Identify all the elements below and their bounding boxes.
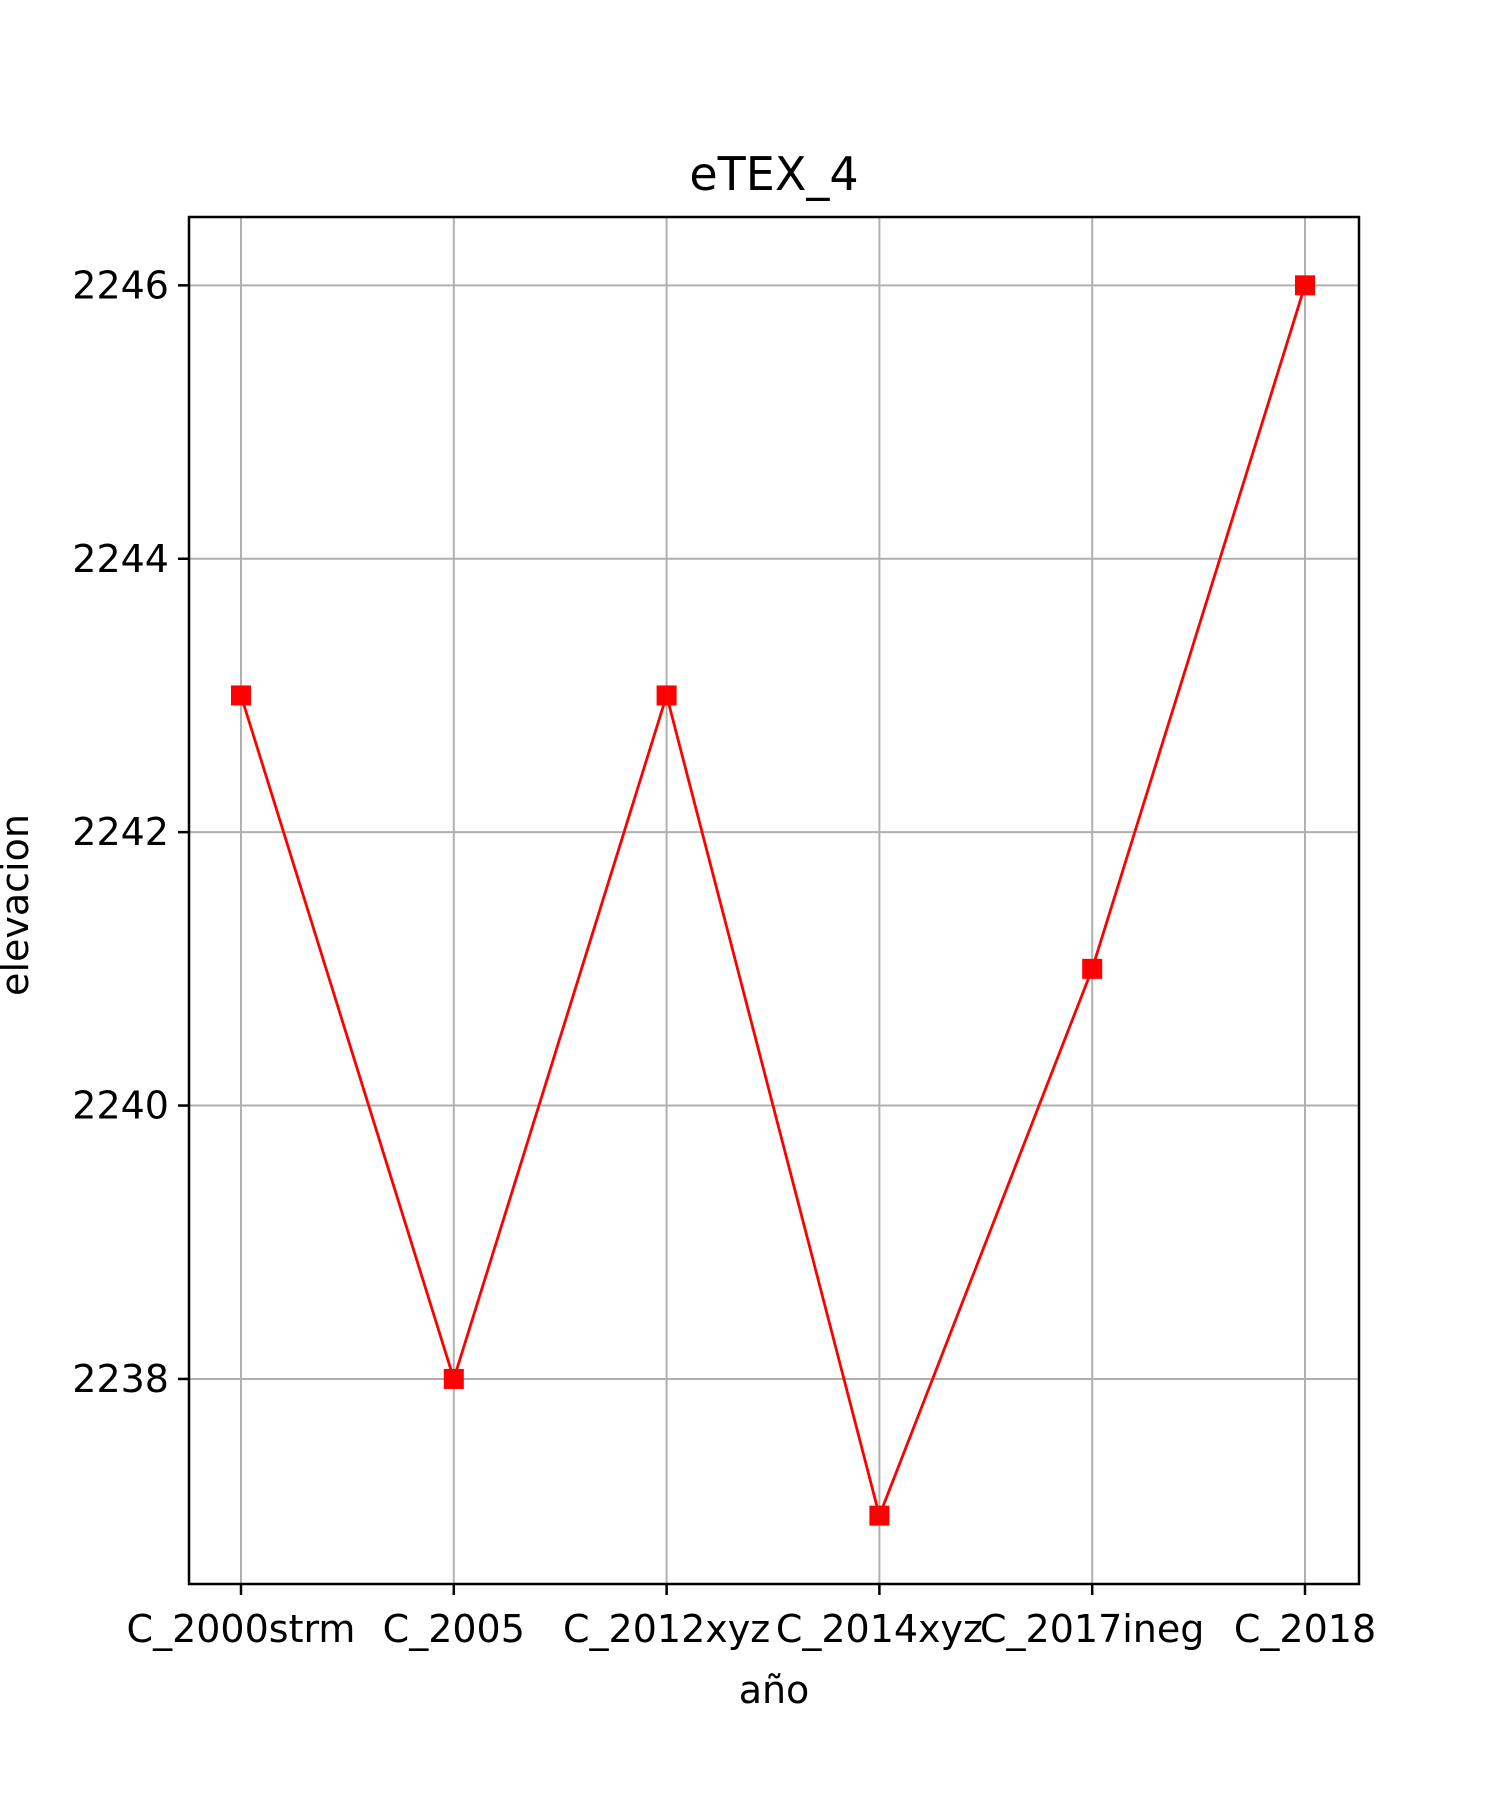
- y-tick-label: 2244: [72, 537, 169, 581]
- x-tick-label: C_2005: [383, 1607, 525, 1651]
- x-axis-label: año: [739, 1668, 810, 1712]
- x-tick-label: C_2000strm: [127, 1607, 356, 1651]
- x-tick-label: C_2018: [1234, 1607, 1376, 1651]
- plot-frame: [187, 215, 1361, 1586]
- y-tick-label: 2242: [72, 810, 169, 854]
- x-tick-label: C_2014xyz: [776, 1607, 983, 1651]
- x-tick-label: C_2012xyz: [563, 1607, 770, 1651]
- data-point-marker: [656, 685, 677, 706]
- series-line: [239, 284, 1307, 1521]
- y-axis-label: elevacion: [0, 814, 37, 996]
- data-point-marker: [1082, 958, 1103, 979]
- data-point-marker: [443, 1368, 464, 1389]
- y-tick-label: 2246: [72, 263, 169, 307]
- grid: [189, 217, 1359, 1584]
- y-tick-label: 2238: [72, 1357, 169, 1401]
- chart-title: eTEX_4: [689, 147, 858, 201]
- series-markers: [231, 275, 1315, 1526]
- data-point-marker: [1295, 275, 1315, 296]
- data-point-marker: [231, 685, 251, 706]
- axis-ticks: C_2000strm C_2005 C_2012xyz C_2014xyzC_2017…: [72, 263, 1376, 1651]
- x-tick-label: C_2017ineg: [980, 1607, 1204, 1651]
- y-tick-label: 2240: [72, 1084, 169, 1128]
- data-point-marker: [869, 1505, 890, 1526]
